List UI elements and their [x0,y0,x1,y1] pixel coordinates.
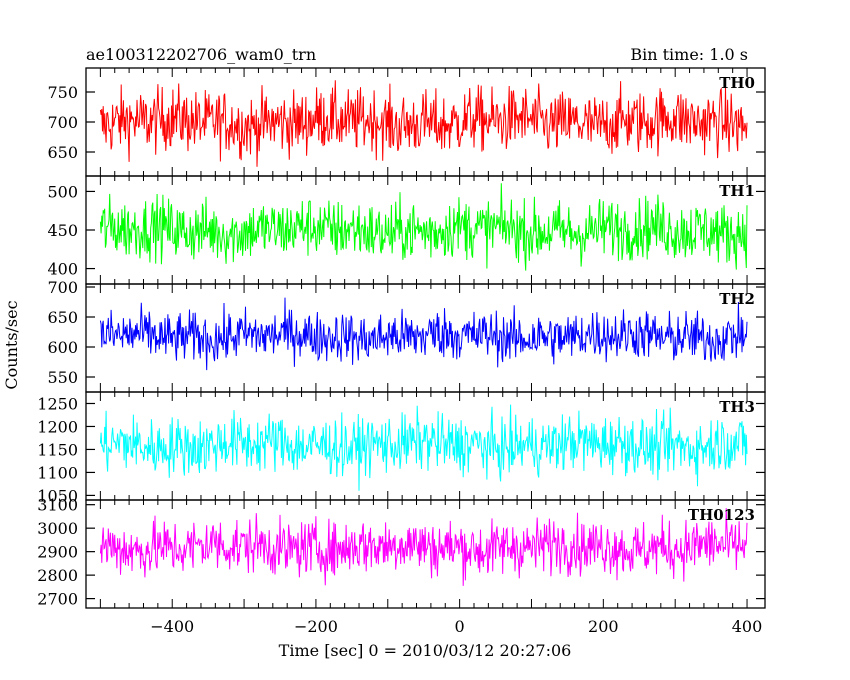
x-tick-label: −200 [294,617,338,636]
panel-frame [85,499,766,609]
y-tick-label: 400 [47,260,78,279]
y-tick-label: 3000 [37,519,78,538]
series-line-th1 [99,183,748,271]
panel-label-th2: TH2 [719,290,755,308]
x-tick-label: −400 [150,617,194,636]
y-tick-label: 2800 [37,566,78,585]
panel-th0123: 2700 2800 2900 3000 3100 TH0123 [37,496,766,609]
x-axis-label: Time [sec] 0 = 2010/03/12 20:27:06 [279,641,572,660]
bin-time-label: Bin time: 1.0 s [630,45,748,64]
y-axis-label: Counts/sec [2,300,21,389]
series-line-th0 [99,80,748,167]
panel-label-th1: TH1 [719,182,755,200]
y-tick-label: 600 [47,338,78,357]
y-tick-label: 750 [47,83,78,102]
y-tick-label: 550 [47,368,78,387]
x-tick-label: 400 [732,617,763,636]
y-tick-label: 1150 [37,440,78,459]
panel-label-th0123: TH0123 [688,506,755,524]
y-tick-label: 700 [47,113,78,132]
series-line-th3 [99,404,748,491]
y-tick-label: 500 [47,182,78,201]
panel-th1: 400 450 500 TH1 [47,175,766,285]
y-tick-label: 2900 [37,543,78,562]
y-tick-label: 1050 [37,486,78,505]
y-tick-label: 1250 [37,394,78,413]
panel-label-th3: TH3 [719,398,755,416]
series-line-th2 [99,297,748,371]
y-tick-label: 2700 [37,590,78,609]
series-line-th0123 [99,508,748,586]
panel-th3: 1050 1100 1150 1200 1250 TH3 [37,391,766,505]
y-tick-label: 1100 [37,463,78,482]
x-tick-label: 200 [588,617,619,636]
panel-th0: 650 700 750 TH0 [47,67,766,177]
x-tick-label: 0 [455,617,465,636]
x-axis: −400 −200 0 200 400 [150,617,762,636]
y-tick-label: 1200 [37,417,78,436]
y-tick-label: 3100 [37,496,78,515]
y-tick-label: 700 [47,278,78,297]
panels-group: 650 700 750 TH0 400 450 500 TH1 550 600 650 700 TH2 1… [37,67,766,609]
y-tick-label: 650 [47,143,78,162]
panel-th2: 550 600 650 700 TH2 [47,278,766,393]
y-tick-label: 650 [47,308,78,327]
y-tick-label: 450 [47,221,78,240]
panel-label-th0: TH0 [719,74,755,92]
chart-title: ae100312202706_wam0_trn [86,45,316,64]
